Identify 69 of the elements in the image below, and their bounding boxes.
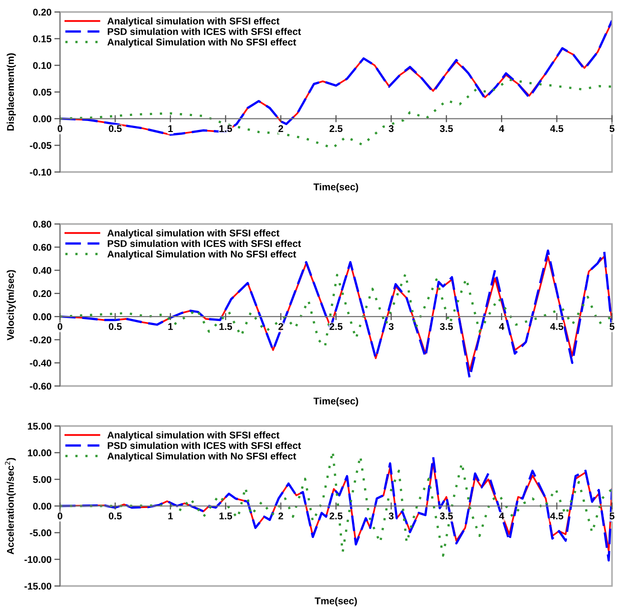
x-tick-label: 1	[168, 125, 173, 132]
y-tick-label: -0.60	[30, 382, 52, 390]
y-tick-label: -0.10	[30, 168, 52, 176]
x-tick-label: 1.5	[219, 323, 232, 330]
x-tick-label: 4	[499, 512, 504, 520]
y-tick-label: 0.05	[33, 88, 52, 96]
x-tick-label: 4	[499, 125, 504, 132]
x-tick-label: 4.5	[550, 512, 564, 520]
x-tick-label: 0.5	[108, 125, 122, 132]
y-tick-label: 15.00	[28, 422, 52, 430]
x-tick-label: 0.5	[108, 323, 122, 330]
y-tick-label: -5.00	[30, 529, 52, 536]
x-tick-label: 2.5	[330, 125, 342, 132]
x-tick-label: 1.5	[219, 125, 232, 132]
y-tick-label: 0.40	[33, 267, 52, 274]
y-tick-label: 10.00	[28, 449, 52, 456]
legend-label: Analytical Simulation with No SFSI effect	[107, 38, 296, 48]
x-tick-label: 4	[499, 323, 504, 330]
x-tick-label: 5	[610, 125, 614, 132]
x-tick-label: 0	[58, 512, 62, 520]
y-tick-label: 5.00	[33, 476, 52, 483]
y-tick-label: -0.40	[30, 360, 52, 366]
x-tick-label: 1.5	[219, 512, 232, 520]
legend-label: Analytical simulation with SFSI effect	[107, 17, 280, 26]
x-tick-label: 3.5	[440, 125, 453, 132]
y-tick-label: -10.00	[24, 556, 52, 563]
x-tick-label: 3	[388, 323, 394, 330]
x-tick-label: 2	[278, 323, 284, 330]
x-tick-label: 2	[278, 512, 284, 520]
y-tick-label: 0.20	[33, 8, 52, 16]
x-tick-label: 5	[610, 512, 614, 520]
x-axis-title: Tme(sec)	[314, 597, 357, 606]
x-tick-label: 3.5	[440, 512, 453, 520]
x-tick-label: 0	[58, 125, 62, 132]
x-axis-title: Time(sec)	[314, 183, 358, 192]
y-tick-label: 0.00	[33, 502, 52, 510]
x-axis-title: Time(sec)	[314, 397, 358, 406]
legend-label: Analytical simulation with SFSI effect	[107, 431, 280, 440]
x-tick-label: 3.5	[440, 323, 453, 330]
legend-label: PSD simulation with ICES with SFSI effect	[108, 240, 301, 248]
legend-label: Analytical Simulation with No SFSI effect	[107, 452, 296, 462]
legend-label: Analytical Simulation with No SFSI effect	[107, 250, 296, 260]
legend-label: Analytical simulation with SFSI effect	[107, 229, 280, 238]
y-tick-label: 0.20	[33, 290, 52, 298]
y-axis-title: Displacement(m)	[6, 53, 16, 131]
y-tick-label: -15.00	[24, 582, 52, 590]
legend-label: PSD simulation with ICES with SFSI effect	[108, 442, 301, 450]
y-axis-title: Acceleration(m/sec$^{2}$)	[4, 458, 16, 554]
legend-label: PSD simulation with ICES with SFSI effect	[108, 28, 301, 36]
y-tick-label: 0.80	[33, 220, 52, 228]
y-tick-label: -0.20	[30, 336, 52, 344]
x-tick-label: 2.5	[330, 512, 342, 520]
x-tick-label: 1	[168, 323, 173, 330]
y-tick-label: 0.60	[33, 244, 52, 251]
x-tick-label: 0.5	[108, 512, 122, 520]
x-tick-label: 0	[58, 323, 62, 330]
y-tick-label: 0.15	[33, 35, 52, 42]
y-tick-label: 0.10	[33, 62, 52, 69]
x-tick-label: 1	[168, 512, 173, 520]
x-tick-label: 4.5	[550, 323, 564, 330]
x-tick-label: 3	[388, 125, 394, 132]
x-tick-label: 4.5	[550, 125, 564, 132]
y-axis-title: Velocity(m/sec)	[6, 270, 16, 340]
y-tick-label: 0.00	[33, 313, 52, 320]
y-tick-label: -0.05	[30, 142, 52, 149]
y-tick-label: 0.00	[33, 115, 52, 122]
x-tick-label: 2	[278, 125, 284, 132]
x-tick-label: 2.5	[330, 323, 342, 330]
x-tick-label: 3	[388, 512, 394, 520]
